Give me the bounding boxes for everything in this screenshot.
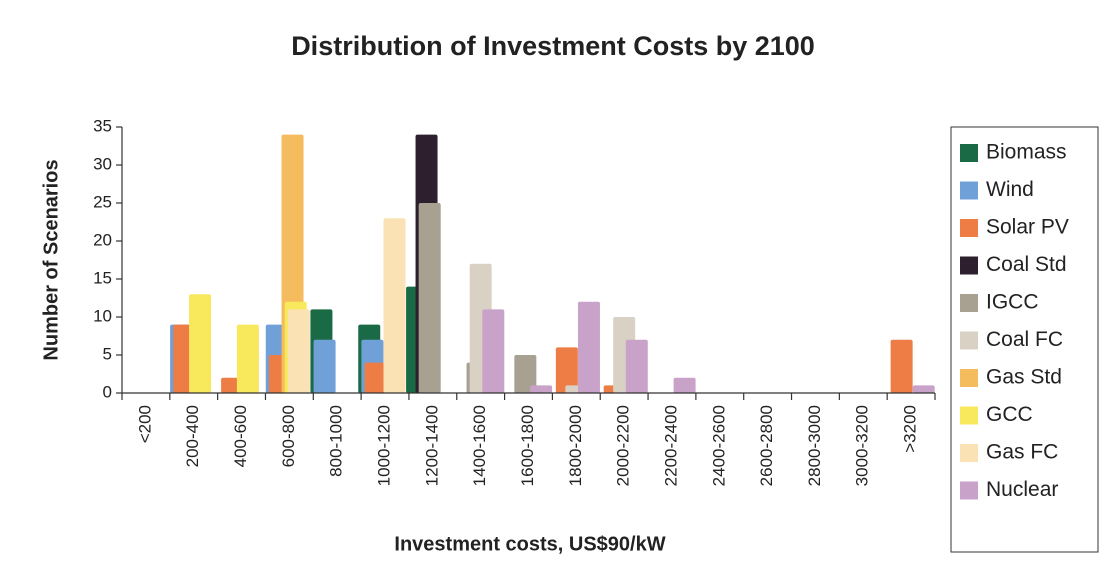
x-tick-label: <200: [135, 405, 154, 443]
bar: [555, 347, 578, 393]
y-tick-label: 15: [93, 268, 112, 287]
legend-label: Gas Std: [986, 366, 1062, 389]
legend-swatch: [960, 406, 978, 425]
legend-label: Gas FC: [986, 441, 1058, 464]
y-tick-label: 0: [103, 382, 112, 401]
x-tick-label: 2000-2200: [614, 405, 633, 486]
y-tick-label: 5: [103, 344, 112, 363]
legend-label: Nuclear: [986, 478, 1058, 501]
bar: [912, 385, 935, 393]
bar: [530, 385, 553, 393]
legend-label: Biomass: [986, 141, 1067, 164]
legend-swatch: [960, 181, 978, 200]
bar: [514, 355, 537, 393]
x-tick-label: 2200-2400: [661, 405, 680, 486]
legend-swatch: [960, 144, 978, 162]
bar: [364, 362, 387, 393]
legend-swatch: [960, 256, 978, 275]
chart-title: Distribution of Investment Costs by 2100: [291, 31, 815, 61]
x-tick-label: 2400-2600: [709, 405, 728, 486]
x-tick-label: 600-800: [279, 405, 298, 467]
y-tick-label: 30: [93, 154, 112, 173]
bar: [418, 203, 441, 393]
legend-label: Solar PV: [986, 216, 1069, 239]
x-tick-label: 1600-1800: [518, 405, 537, 486]
bar: [625, 339, 648, 393]
y-axis-label: Number of Scenarios: [40, 159, 62, 360]
bar: [236, 324, 259, 393]
legend-swatch: [960, 481, 978, 500]
legend-label: Wind: [986, 178, 1034, 201]
bar: [287, 309, 310, 393]
x-tick-label: 3000-3200: [853, 405, 872, 486]
legend-label: IGCC: [986, 291, 1039, 314]
x-tick-label: 1800-2000: [566, 405, 585, 486]
legend-swatch: [960, 369, 978, 387]
bar: [189, 294, 212, 393]
x-tick-label: 800-1000: [327, 405, 346, 477]
legend-label: Coal FC: [986, 328, 1063, 351]
legend-swatch: [960, 294, 978, 312]
y-tick-label: 10: [93, 306, 112, 325]
x-tick-label: >3200: [901, 405, 920, 453]
bar: [577, 301, 600, 393]
x-tick-label: 2800-3000: [805, 405, 824, 486]
bar: [482, 309, 505, 393]
x-tick-label: 1000-1200: [375, 405, 394, 486]
x-tick-label: 1400-1600: [470, 405, 489, 486]
legend-label: Coal Std: [986, 253, 1067, 276]
y-tick-label: 35: [93, 116, 112, 135]
y-tick-label: 25: [93, 192, 112, 211]
bar: [313, 339, 336, 393]
x-tick-label: 2600-2800: [757, 405, 776, 486]
x-tick-label: 400-600: [231, 405, 250, 467]
legend-label: GCC: [986, 403, 1033, 426]
legend-swatch: [960, 331, 978, 350]
bar: [890, 339, 913, 393]
x-tick-label: 200-400: [183, 405, 202, 467]
legend-swatch: [960, 444, 978, 462]
y-tick-label: 20: [93, 230, 112, 249]
bar: [383, 218, 406, 393]
x-tick-label: 1200-1400: [422, 405, 441, 486]
bar: [673, 377, 696, 393]
legend-swatch: [960, 219, 978, 237]
x-axis-label: Investment costs, US$90/kW: [394, 533, 665, 555]
